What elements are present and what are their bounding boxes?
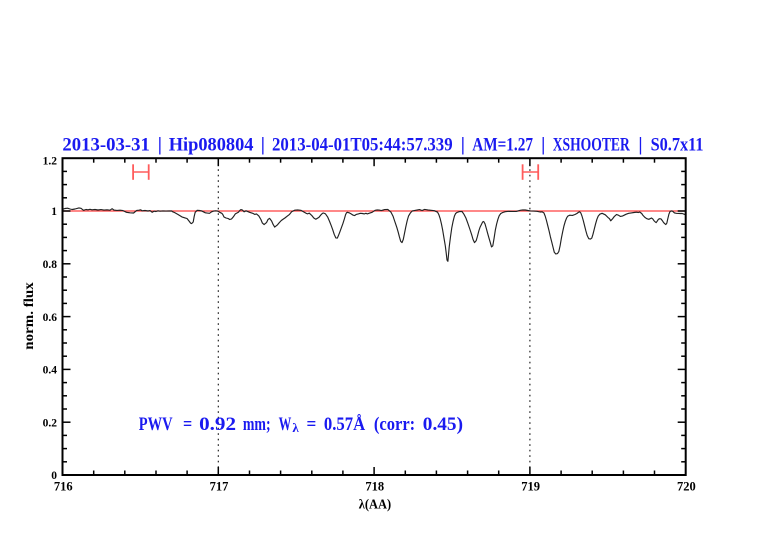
svg-text:norm. flux: norm. flux [22,282,37,350]
svg-text:1.2: 1.2 [43,156,58,168]
svg-text:720: 720 [677,479,696,493]
svg-text:718: 718 [365,479,384,493]
svg-text:|: | [461,135,465,156]
svg-text:XSHOOTER: XSHOOTER [553,135,630,156]
svg-text:|: | [261,135,265,156]
svg-text:0.4: 0.4 [43,365,58,377]
svg-text:(corr:: (corr: [374,414,415,435]
svg-text:PWV: PWV [139,414,173,435]
svg-text:|: | [541,135,545,156]
svg-text:λ: λ [292,420,299,435]
svg-text:0.8: 0.8 [43,259,58,271]
svg-text:λ(AA): λ(AA) [359,497,392,512]
svg-text:0.57Å: 0.57Å [324,414,366,435]
svg-text:1: 1 [51,206,57,218]
svg-text:0: 0 [51,470,57,482]
svg-text:717: 717 [210,479,229,493]
svg-text:|: | [638,135,642,156]
svg-text:2013-04-01T05:44:57.339: 2013-04-01T05:44:57.339 [272,135,453,156]
svg-text:=: = [183,414,192,435]
svg-text:W: W [279,414,292,435]
svg-text:716: 716 [54,479,73,493]
svg-text:S0.7x11: S0.7x11 [651,135,704,156]
svg-text:0.92: 0.92 [199,414,236,435]
svg-text:|: | [158,135,162,156]
svg-text:2013-03-31: 2013-03-31 [62,135,149,156]
svg-text:Hip080804: Hip080804 [169,135,254,156]
svg-text:mm;: mm; [243,414,271,435]
svg-text:719: 719 [521,479,540,493]
svg-text:0.45): 0.45) [423,414,463,435]
svg-text:AM=1.27: AM=1.27 [472,135,533,156]
svg-text:=: = [307,414,317,435]
svg-text:0.2: 0.2 [43,417,58,429]
svg-text:0.6: 0.6 [43,312,58,324]
